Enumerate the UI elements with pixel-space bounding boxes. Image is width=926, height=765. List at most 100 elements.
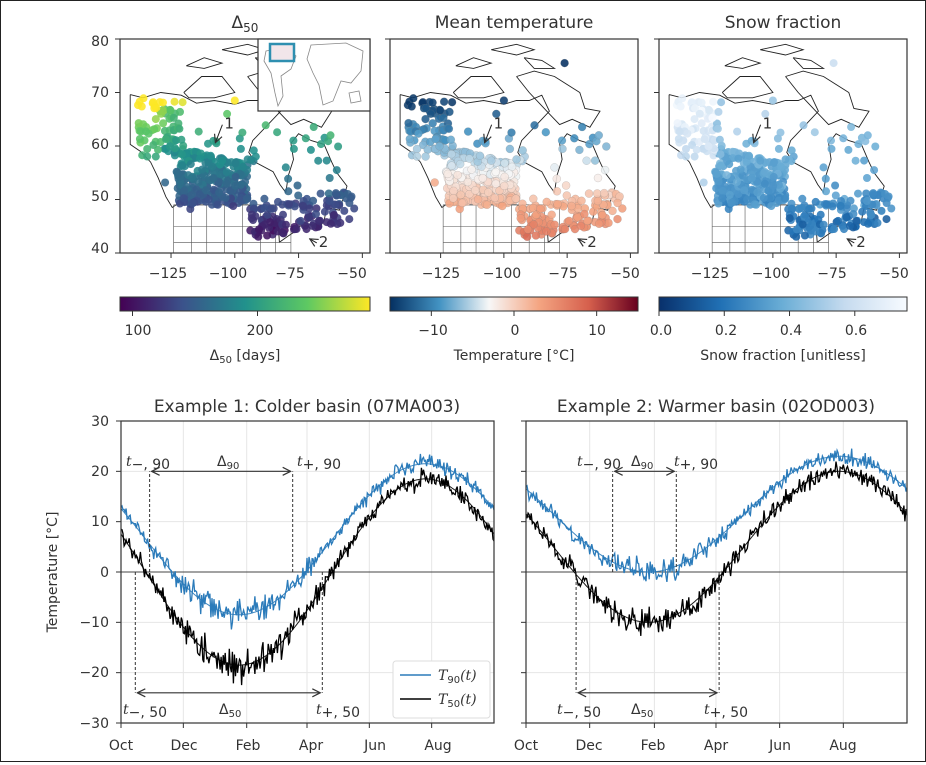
cbar3-tick-label: 0.0 bbox=[650, 323, 672, 339]
station-point bbox=[882, 199, 891, 207]
station-point bbox=[284, 174, 293, 183]
colorbar-2 bbox=[389, 296, 639, 316]
xtick-label: Apr bbox=[299, 738, 323, 754]
station-point bbox=[482, 200, 492, 210]
station-point bbox=[446, 135, 456, 144]
station-point bbox=[862, 189, 871, 198]
station-point bbox=[683, 129, 692, 138]
basin-marker-arrow bbox=[847, 239, 854, 243]
station-point bbox=[487, 156, 496, 165]
station-point bbox=[336, 218, 345, 227]
ytick-label: 20 bbox=[91, 464, 109, 480]
series-T90(t)-fit bbox=[525, 455, 908, 573]
station-point bbox=[552, 174, 562, 184]
station-point bbox=[350, 204, 359, 213]
station-point bbox=[178, 150, 186, 159]
station-point bbox=[447, 97, 457, 107]
station-point bbox=[847, 123, 856, 131]
station-point bbox=[309, 123, 318, 131]
arctic-island-outline bbox=[792, 57, 826, 69]
station-point bbox=[602, 142, 611, 151]
station-point bbox=[682, 152, 690, 161]
station-point bbox=[839, 134, 848, 143]
station-point bbox=[184, 171, 193, 180]
station-point bbox=[157, 109, 166, 118]
station-point bbox=[727, 198, 736, 207]
series-T50(t)-daily bbox=[120, 467, 495, 686]
station-point bbox=[249, 146, 258, 155]
series-T90(t)-daily bbox=[120, 453, 495, 630]
station-point bbox=[805, 204, 814, 213]
station-point bbox=[522, 232, 532, 242]
station-point bbox=[161, 135, 170, 144]
station-point bbox=[165, 142, 174, 151]
arctic-island-outline bbox=[721, 76, 774, 99]
station-point bbox=[608, 206, 617, 216]
station-point bbox=[491, 167, 501, 177]
example1-y-ticks: 30 20 10 0 −10 −20 −30 bbox=[79, 414, 109, 732]
station-point bbox=[223, 109, 232, 118]
station-point bbox=[236, 144, 245, 153]
map-background bbox=[659, 39, 907, 253]
map-panel-3: 12 bbox=[654, 38, 908, 258]
station-point bbox=[718, 194, 727, 203]
station-point bbox=[222, 179, 231, 188]
station-point bbox=[842, 213, 851, 222]
colorbars-layer bbox=[119, 296, 908, 316]
station-point bbox=[439, 97, 449, 106]
station-point bbox=[507, 128, 516, 137]
colorbar-3 bbox=[658, 296, 908, 316]
station-point bbox=[431, 134, 440, 144]
station-point bbox=[722, 171, 731, 180]
station-point bbox=[475, 151, 485, 161]
station-point bbox=[844, 145, 853, 154]
station-point bbox=[345, 199, 354, 207]
xtick-label: Jun bbox=[768, 738, 791, 754]
station-point bbox=[176, 107, 184, 116]
station-point bbox=[819, 163, 828, 172]
map1-xtick-label: −50 bbox=[337, 266, 367, 282]
station-point bbox=[777, 162, 785, 171]
map-panel-2: 12 bbox=[385, 38, 639, 258]
station-point bbox=[699, 178, 708, 187]
station-point bbox=[430, 178, 439, 187]
station-point bbox=[166, 106, 175, 115]
station-point bbox=[261, 121, 270, 130]
station-point bbox=[273, 227, 282, 236]
station-point bbox=[705, 106, 714, 115]
study-region-box bbox=[268, 42, 296, 63]
station-point bbox=[447, 161, 456, 170]
map3-xtick-label: −50 bbox=[879, 266, 909, 282]
station-point bbox=[174, 169, 183, 178]
y-axis-label: Temperature [°C] bbox=[45, 512, 61, 634]
station-point bbox=[717, 141, 726, 150]
station-point bbox=[697, 119, 706, 128]
station-point bbox=[281, 163, 290, 172]
station-point bbox=[734, 154, 743, 163]
station-point bbox=[284, 187, 293, 196]
station-point bbox=[870, 166, 879, 175]
delta-90-label: Δ90 bbox=[217, 454, 239, 472]
station-point bbox=[229, 202, 238, 210]
station-point bbox=[854, 140, 863, 149]
cbar2-tick-label: 0 bbox=[511, 323, 520, 339]
station-point bbox=[347, 192, 356, 201]
station-point bbox=[829, 59, 838, 68]
station-point bbox=[294, 191, 303, 200]
station-point bbox=[594, 219, 604, 229]
map2-xtick-label: −100 bbox=[483, 266, 521, 282]
cbar2-tick-label: 10 bbox=[588, 323, 606, 339]
station-point bbox=[580, 209, 589, 219]
continent-outline bbox=[348, 90, 362, 104]
map-ytick-label: 60 bbox=[91, 137, 109, 153]
station-point bbox=[692, 145, 701, 154]
station-point bbox=[745, 151, 753, 160]
station-point bbox=[151, 152, 160, 161]
station-point bbox=[159, 98, 167, 107]
station-point bbox=[326, 219, 335, 228]
station-point bbox=[299, 202, 307, 210]
station-point bbox=[263, 231, 272, 240]
station-point bbox=[618, 204, 627, 213]
station-point bbox=[811, 197, 820, 206]
